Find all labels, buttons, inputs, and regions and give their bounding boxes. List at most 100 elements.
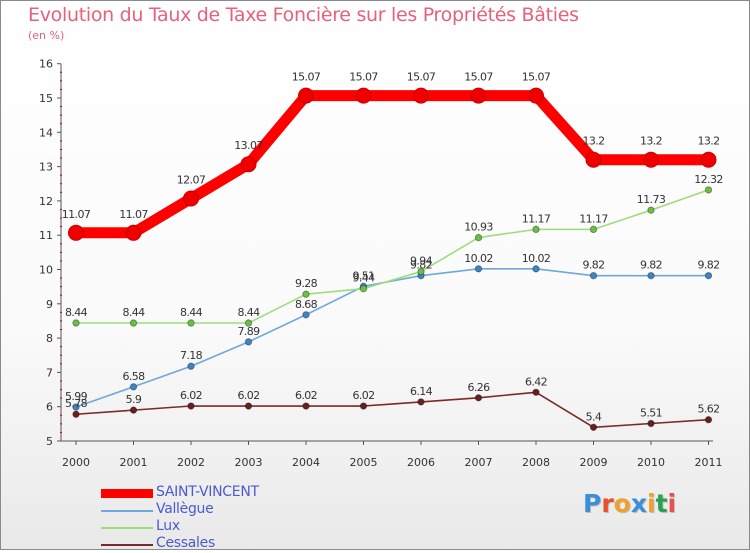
data-label-saint-vincent: 13.2 bbox=[640, 135, 662, 148]
x-tick-label: 2001 bbox=[120, 456, 148, 469]
legend-label-lux: Lux bbox=[156, 518, 180, 534]
logo-letter: r bbox=[601, 489, 614, 518]
data-point-lux bbox=[302, 290, 310, 298]
data-label-vallegue: 10.02 bbox=[522, 252, 551, 265]
data-point-lux bbox=[647, 206, 655, 214]
x-tick-label: 2006 bbox=[407, 456, 435, 469]
data-label-lux: 11.17 bbox=[522, 212, 551, 225]
chart-subtitle: (en %) bbox=[28, 29, 65, 42]
data-label-cessales: 6.14 bbox=[410, 385, 433, 398]
data-point-saint-vincent bbox=[125, 224, 142, 241]
data-point-lux bbox=[244, 319, 253, 327]
data-label-lux: 11.73 bbox=[637, 193, 666, 206]
data-label-saint-vincent: 11.07 bbox=[119, 208, 148, 221]
data-label-cessales: 6.02 bbox=[237, 389, 259, 402]
data-label-lux: 8.44 bbox=[237, 306, 260, 319]
data-point-lux bbox=[72, 319, 80, 327]
x-tick-label: 2008 bbox=[522, 456, 550, 469]
data-label-saint-vincent: 11.07 bbox=[62, 208, 91, 221]
data-point-saint-vincent bbox=[413, 87, 429, 104]
logo-letter: o bbox=[613, 489, 631, 518]
logo-letter: t bbox=[655, 489, 668, 518]
data-label-lux: 9.28 bbox=[295, 277, 318, 290]
data-point-lux bbox=[187, 319, 195, 327]
data-label-vallegue: 6.58 bbox=[122, 370, 145, 383]
x-tick-label: 2004 bbox=[292, 456, 320, 469]
y-tick-label: 8 bbox=[46, 332, 53, 345]
y-tick-label: 14 bbox=[39, 126, 53, 139]
data-label-cessales: 5.4 bbox=[586, 410, 602, 423]
data-label-saint-vincent: 13.07 bbox=[234, 139, 263, 152]
line-chart: 5 6 7 8 9 10 11 12 13 14 15 16 2000 2001 2002 2003 2004 2… bbox=[39, 58, 723, 469]
data-point-lux bbox=[417, 267, 425, 276]
data-point-saint-vincent bbox=[643, 151, 659, 168]
y-tick-label: 9 bbox=[46, 298, 53, 311]
legend-label-saint-vincent: SAINT-VINCENT bbox=[156, 484, 259, 500]
legend-item-cessales[interactable]: Cessales bbox=[101, 535, 301, 553]
y-tick-label: 12 bbox=[39, 195, 53, 208]
x-tick-label: 2002 bbox=[177, 456, 205, 469]
data-label-cessales: 5.78 bbox=[65, 397, 88, 410]
legend-item-vallegue[interactable]: Vallègue bbox=[101, 501, 301, 519]
data-label-saint-vincent: 12.07 bbox=[177, 173, 206, 186]
data-point-cessales bbox=[359, 402, 368, 410]
y-tick-label: 7 bbox=[46, 366, 53, 379]
data-point-lux bbox=[532, 225, 540, 234]
logo-letter: i bbox=[647, 489, 656, 518]
data-point-lux bbox=[359, 285, 368, 293]
data-label-saint-vincent: 15.07 bbox=[522, 71, 551, 84]
data-label-lux: 12.32 bbox=[694, 173, 723, 186]
data-label-lux: 9.94 bbox=[410, 255, 433, 268]
series-line-lux bbox=[75, 189, 710, 324]
data-point-vallegue bbox=[704, 271, 713, 280]
y-tick-label: 11 bbox=[39, 229, 53, 242]
data-label-cessales: 6.26 bbox=[467, 381, 490, 394]
data-point-saint-vincent bbox=[470, 87, 487, 104]
data-point-cessales bbox=[72, 410, 80, 418]
proxiti-logo[interactable]: Proxiti bbox=[583, 489, 676, 518]
data-point-saint-vincent bbox=[528, 87, 544, 104]
x-tick-label: 2009 bbox=[580, 456, 608, 469]
data-label-cessales: 5.51 bbox=[640, 407, 662, 420]
legend-swatch-lux bbox=[101, 527, 153, 529]
x-tick-label: 2007 bbox=[465, 456, 493, 469]
data-label-saint-vincent: 13.2 bbox=[697, 135, 719, 148]
data-point-cessales bbox=[187, 402, 195, 410]
y-tick-label: 16 bbox=[39, 58, 53, 71]
data-point-saint-vincent bbox=[240, 156, 257, 173]
data-label-vallegue: 9.82 bbox=[410, 259, 432, 272]
logo-letter: i bbox=[667, 489, 677, 518]
data-point-cessales bbox=[589, 423, 598, 431]
data-point-vallegue bbox=[244, 338, 253, 346]
data-label-vallegue: 9.82 bbox=[582, 259, 604, 272]
logo-letter: x bbox=[630, 489, 647, 518]
data-point-cessales bbox=[474, 394, 483, 402]
legend: SAINT-VINCENT Vallègue Lux Cessales bbox=[101, 484, 301, 553]
data-point-cessales bbox=[244, 402, 253, 410]
data-point-lux bbox=[129, 319, 138, 327]
data-label-lux: 8.44 bbox=[65, 306, 88, 319]
data-point-lux bbox=[589, 225, 598, 234]
series-line-vallegue bbox=[75, 268, 710, 408]
series-line-cessales bbox=[75, 391, 710, 429]
data-label-vallegue: 7.18 bbox=[180, 349, 203, 362]
data-label-vallegue: 7.89 bbox=[237, 325, 260, 338]
data-point-vallegue bbox=[72, 403, 80, 411]
data-label-vallegue: 5.99 bbox=[65, 390, 88, 403]
data-label-saint-vincent: 15.07 bbox=[292, 71, 321, 84]
data-label-lux: 8.44 bbox=[180, 306, 203, 319]
data-point-vallegue bbox=[532, 265, 540, 273]
legend-swatch-vallegue bbox=[101, 510, 153, 512]
legend-item-lux[interactable]: Lux bbox=[101, 518, 301, 536]
legend-item-saint-vincent[interactable]: SAINT-VINCENT bbox=[101, 484, 301, 502]
chart-title: Evolution du Taux de Taxe Foncière sur l… bbox=[28, 4, 579, 26]
data-label-vallegue: 9.51 bbox=[352, 269, 374, 282]
data-point-lux bbox=[474, 233, 483, 242]
data-label-vallegue: 8.68 bbox=[295, 298, 318, 311]
legend-label-cessales: Cessales bbox=[156, 535, 215, 551]
data-label-lux: 11.17 bbox=[579, 212, 608, 225]
data-label-lux: 10.93 bbox=[464, 221, 493, 234]
data-point-vallegue bbox=[589, 271, 598, 280]
data-point-cessales bbox=[129, 406, 138, 414]
